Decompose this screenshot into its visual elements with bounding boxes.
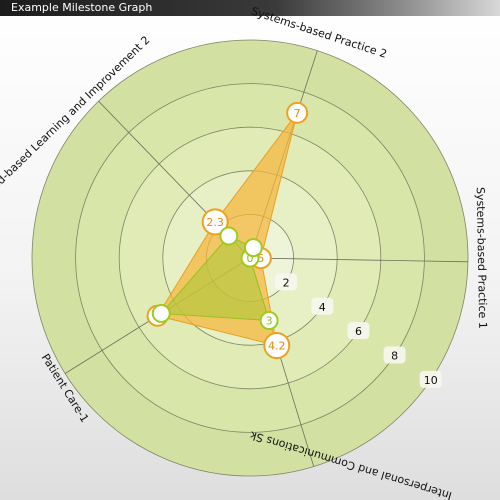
radar-point <box>286 101 309 124</box>
radar-point <box>259 311 279 331</box>
ring-label-bg <box>419 370 442 388</box>
radar-point <box>151 303 171 323</box>
window-titlebar: Example Milestone Graph <box>0 0 500 16</box>
ring-label: 8 <box>391 350 398 363</box>
window-title: Example Milestone Graph <box>11 1 153 14</box>
ring-label: 6 <box>355 325 362 338</box>
radar-point-label: 3 <box>266 315 273 328</box>
ring-label: 2 <box>283 276 290 289</box>
radar-point <box>243 238 263 258</box>
ring-label: 4 <box>319 301 326 314</box>
radar-point-label: 0 <box>247 252 254 265</box>
radar-point-label: 7 <box>294 107 301 120</box>
radar-point-label: 2.3 <box>206 216 224 229</box>
ring-label-bg <box>311 297 334 315</box>
ring-label: 10 <box>424 374 438 387</box>
axis-label: Systems-based Practice 1 <box>474 187 489 329</box>
radar-point <box>263 332 291 360</box>
radar-point <box>201 208 229 236</box>
radar-point-label: 4.2 <box>268 340 286 353</box>
ring-label-bg <box>347 322 370 340</box>
ring-label-bg <box>275 273 298 291</box>
ring-label-bg <box>383 346 406 364</box>
radar-point <box>219 226 239 246</box>
radar-point-label: 5 <box>257 252 264 265</box>
radar-spoke <box>249 257 468 263</box>
